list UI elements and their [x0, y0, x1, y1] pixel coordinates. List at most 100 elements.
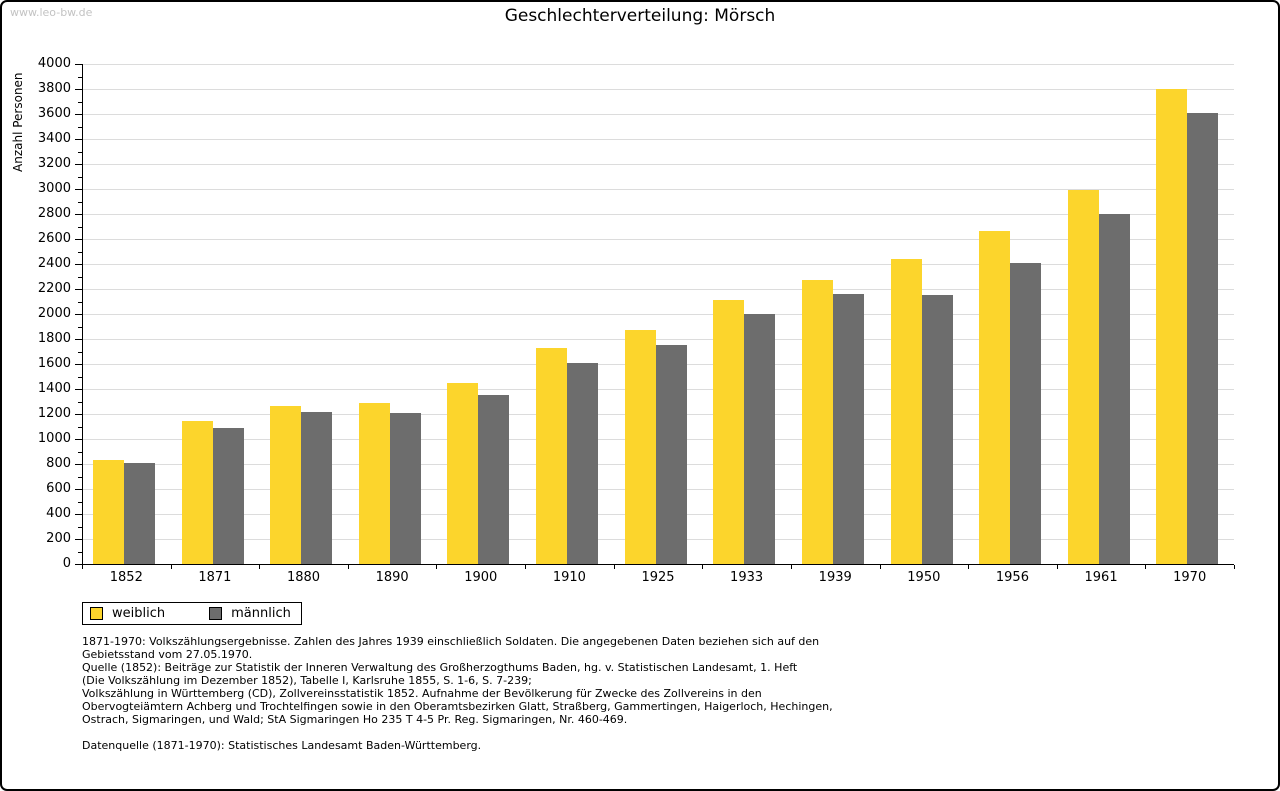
gridline: [82, 339, 1234, 340]
y-major-tick: [75, 439, 82, 440]
y-tick-label: 1800: [37, 331, 71, 346]
y-tick-label: 3000: [37, 181, 71, 196]
y-major-tick: [75, 414, 82, 415]
gridline: [82, 189, 1234, 190]
y-major-tick: [75, 539, 82, 540]
x-tick: [436, 565, 438, 569]
x-axis-line: [82, 564, 1234, 565]
y-minor-tick: [78, 76, 82, 78]
gridline: [82, 239, 1234, 240]
gridline: [82, 314, 1234, 315]
footnote-line: (Die Volkszählung im Dezember 1852), Tab…: [82, 674, 532, 687]
y-tick-label: 4000: [37, 56, 71, 71]
y-major-tick: [75, 89, 82, 90]
legend-label-weiblich: weiblich: [112, 606, 166, 621]
y-major-tick: [75, 464, 82, 465]
bar-weiblich-1939: [801, 279, 833, 564]
x-label-1910: 1910: [552, 570, 586, 585]
y-minor-tick: [78, 526, 82, 528]
x-label-1880: 1880: [286, 570, 321, 585]
gridline: [82, 214, 1234, 215]
x-tick: [1234, 565, 1235, 569]
bar-weiblich-1933: [713, 299, 745, 564]
x-tick: [525, 565, 527, 569]
y-minor-tick: [78, 251, 82, 253]
y-major-tick: [75, 114, 82, 115]
y-minor-tick: [78, 426, 82, 428]
footnotes: 1871-1970: Volkszählungsergebnisse. Zahl…: [82, 635, 1218, 752]
x-label-1970: 1970: [1173, 570, 1207, 585]
y-tick-label: 3800: [37, 81, 71, 96]
bar-männlich-1950: [921, 294, 953, 564]
y-minor-tick: [78, 551, 82, 553]
y-axis-title: Anzahl Personen: [11, 72, 25, 172]
y-tick-label: 400: [46, 506, 71, 521]
bar-männlich-1956: [1010, 262, 1042, 564]
bar-weiblich-1970: [1156, 89, 1188, 564]
y-major-tick: [75, 564, 82, 565]
footnote-line: Volkszählung in Württemberg (CD), Zollve…: [82, 687, 762, 700]
y-tick-label: 0: [62, 556, 71, 571]
y-major-tick: [75, 289, 82, 290]
y-minor-tick: [78, 501, 82, 503]
footnote-line: 1871-1970: Volkszählungsergebnisse. Zahl…: [82, 635, 820, 648]
y-minor-tick: [78, 201, 82, 203]
bar-männlich-1890: [389, 413, 421, 564]
bar-männlich-1939: [832, 294, 864, 564]
y-major-tick: [75, 339, 82, 340]
y-major-tick: [75, 489, 82, 490]
footnote-line: Obervogteiämtern Achberg und Trochtelfin…: [82, 700, 833, 713]
x-tick: [170, 565, 172, 569]
gridline: [82, 139, 1234, 140]
y-major-tick: [75, 214, 82, 215]
bar-männlich-1880: [301, 412, 333, 564]
y-tick-label: 1000: [37, 431, 71, 446]
x-label-1871: 1871: [198, 570, 232, 585]
x-tick: [1145, 565, 1147, 569]
y-minor-tick: [78, 351, 82, 353]
legend: weiblich männlich: [82, 602, 302, 625]
gridline: [82, 264, 1234, 265]
y-tick-label: 2200: [37, 281, 71, 296]
y-tick-label: 2000: [37, 306, 71, 321]
y-tick-label: 1600: [37, 356, 71, 371]
footnote-line: Ostrach, Sigmaringen, und Wald; StA Sigm…: [82, 713, 628, 726]
x-tick: [968, 565, 970, 569]
y-major-tick: [75, 64, 82, 65]
y-major-tick: [75, 314, 82, 315]
y-major-tick: [75, 514, 82, 515]
legend-item-weiblich: weiblich: [90, 606, 165, 621]
x-tick: [82, 565, 83, 569]
bar-weiblich-1961: [1067, 190, 1099, 564]
y-tick-label: 600: [46, 481, 71, 496]
gridline: [82, 64, 1234, 65]
legend-label-maennlich: männlich: [231, 606, 291, 621]
y-tick-label: 2800: [37, 206, 71, 221]
watermark-url: www.leo-bw.de: [10, 6, 93, 19]
footnote-line: Gebietsstand vom 27.05.1970.: [82, 648, 253, 661]
y-minor-tick: [78, 451, 82, 453]
bar-weiblich-1910: [536, 347, 568, 564]
footnote-line: Quelle (1852): Beiträge zur Statistik de…: [82, 661, 798, 674]
x-tick: [879, 565, 881, 569]
bar-weiblich-1950: [890, 259, 922, 564]
y-tick-label: 3200: [37, 156, 71, 171]
y-minor-tick: [78, 151, 82, 153]
y-major-tick: [75, 164, 82, 165]
y-major-tick: [75, 389, 82, 390]
x-label-1939: 1939: [818, 570, 852, 585]
y-major-tick: [75, 139, 82, 140]
x-tick: [613, 565, 615, 569]
chart-title: Geschlechterverteilung: Mörsch: [504, 6, 776, 26]
bar-weiblich-1890: [358, 403, 390, 564]
y-tick-label: 2600: [37, 231, 71, 246]
x-tick: [1056, 565, 1058, 569]
y-minor-tick: [78, 326, 82, 328]
bar-männlich-1961: [1098, 214, 1130, 564]
y-tick-label: 200: [46, 531, 71, 546]
gridline: [82, 164, 1234, 165]
y-tick-label: 3600: [37, 106, 71, 121]
x-label-1950: 1950: [907, 570, 941, 585]
y-major-tick: [75, 364, 82, 365]
